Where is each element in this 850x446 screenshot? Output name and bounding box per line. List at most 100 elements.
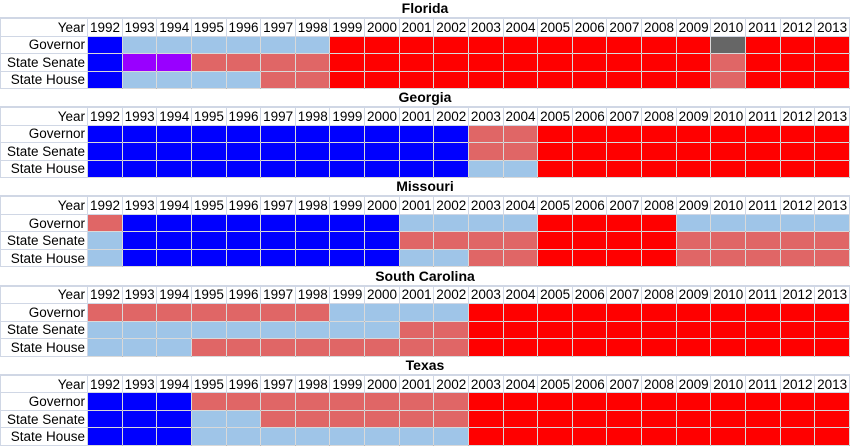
control-cell [537,303,573,322]
control-cell [814,392,850,411]
control-cell [294,303,331,322]
control-cell [814,320,850,340]
control-cell [190,35,227,54]
control-cell [364,53,400,72]
control-cell [606,392,642,411]
year-tick: 2007 [606,18,642,37]
control-cell [537,70,573,89]
control-cell [571,409,608,429]
control-cell [675,248,712,268]
office-row: State Senate [0,320,850,340]
year-tick: 1994 [156,374,192,394]
control-cell [467,124,504,144]
control-cell [433,70,469,89]
control-cell [433,409,469,429]
office-label: Governor [0,303,88,322]
control-cell [606,320,642,340]
year-tick: 1998 [294,18,331,37]
control-cell [329,213,365,233]
year-tick: 1998 [294,285,331,305]
control-cell [814,303,850,322]
control-cell [398,124,435,144]
control-cell [814,70,850,89]
control-cell [675,124,712,144]
year-tick: 2013 [814,18,850,37]
control-cell [364,427,400,446]
office-row: State Senate [0,409,850,429]
control-cell [225,320,262,340]
control-cell [641,70,677,89]
year-header-row: Year 1992 1993 1994 1995 1996 1997 1998 1999 2000… [0,374,850,394]
year-tick: 2004 [502,285,539,305]
control-cell [364,35,400,54]
year-tick: 1997 [260,18,296,37]
year-tick: 1999 [329,107,365,126]
year-tick: 2000 [364,196,400,215]
control-cell [294,231,331,250]
control-cell [87,320,123,340]
state-title: Florida [0,0,850,18]
year-tick: 1997 [260,196,296,215]
control-cell [606,124,642,144]
year-tick: 2001 [398,285,435,305]
control-cell [329,320,365,340]
control-cell [398,70,435,89]
control-cell [260,124,296,144]
control-cell [260,409,296,429]
year-tick: 2012 [779,285,816,305]
control-cell [121,303,158,322]
year-tick: 2003 [467,196,504,215]
control-cell [779,231,816,250]
control-cell [329,392,365,411]
control-cell [398,159,435,179]
control-cell [641,53,677,72]
year-tick: 2012 [779,374,816,394]
control-cell [606,53,642,72]
control-cell [225,427,262,446]
control-cell [294,392,331,411]
year-tick: 2004 [502,18,539,37]
year-tick: 1997 [260,374,296,394]
year-tick: 2005 [537,18,573,37]
control-cell [467,338,504,357]
control-cell [398,338,435,357]
office-label: State Senate [0,320,88,340]
office-label: State Senate [0,142,88,161]
control-cell [467,427,504,446]
office-label: State Senate [0,53,88,72]
state-title: South Carolina [0,268,850,286]
control-cell [710,409,746,429]
control-cell [225,303,262,322]
control-cell [260,392,296,411]
control-cell [87,70,123,89]
control-cell [779,409,816,429]
control-cell [156,303,192,322]
control-cell [433,142,469,161]
year-tick: 2006 [571,374,608,394]
control-cell [571,142,608,161]
control-cell [467,409,504,429]
year-tick: 1993 [121,374,158,394]
control-cell [433,159,469,179]
state-section-missouri: Missouri Year 1992 1993 1994 1995 1996 1997 1998… [0,178,850,268]
control-cell [502,70,539,89]
control-cell [675,409,712,429]
control-cell [433,124,469,144]
control-cell [606,142,642,161]
control-cell [779,303,816,322]
year-tick: 2006 [571,196,608,215]
year-tick: 1992 [87,107,123,126]
control-cell [467,35,504,54]
control-cell [329,159,365,179]
control-cell [433,427,469,446]
control-cell [364,231,400,250]
year-tick: 2002 [433,374,469,394]
year-tick: 2001 [398,18,435,37]
year-tick: 1992 [87,374,123,394]
control-cell [744,427,781,446]
year-header-row: Year 1992 1993 1994 1995 1996 1997 1998 1999 2000… [0,18,850,37]
year-tick: 2009 [675,107,712,126]
control-cell [467,213,504,233]
control-cell [467,70,504,89]
year-tick: 2006 [571,107,608,126]
